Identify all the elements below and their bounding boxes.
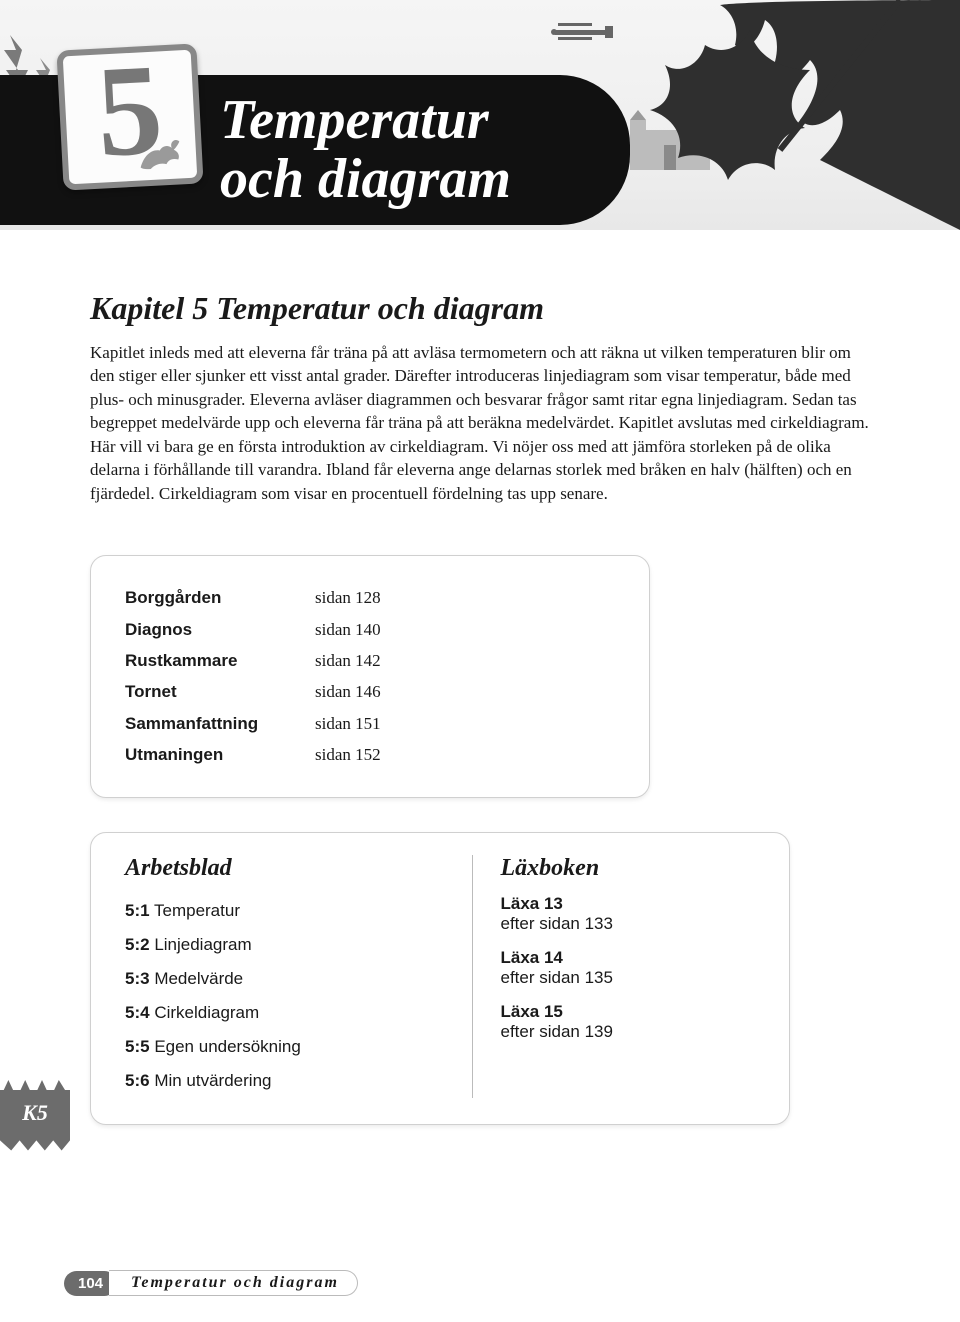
worksheet-item: 5:1 Temperatur — [125, 894, 452, 928]
worksheet-num: 5:2 — [125, 935, 150, 954]
page-references-card: Borggården sidan 128 Diagnos sidan 140 R… — [90, 555, 650, 798]
page-footer: 104 Temperatur och diagram — [64, 1270, 358, 1296]
worksheet-num: 5:1 — [125, 901, 150, 920]
laxbok-heading: Läxboken — [501, 855, 756, 882]
ref-row: Borggården sidan 128 — [125, 582, 615, 613]
ref-row: Utmaningen sidan 152 — [125, 739, 615, 770]
laxa-item: Läxa 15 efter sidan 139 — [501, 1002, 756, 1042]
ref-page: sidan 128 — [315, 582, 381, 613]
worksheet-item: 5:6 Min utvärdering — [125, 1064, 452, 1098]
ref-label: Tornet — [125, 676, 315, 707]
laxbok-right: Läxboken Läxa 13 efter sidan 133 Läxa 14… — [472, 855, 756, 1098]
ref-row: Sammanfattning sidan 151 — [125, 708, 615, 739]
worksheets-left: Arbetsblad 5:1 Temperatur 5:2 Linjediagr… — [125, 855, 472, 1098]
ref-label: Borggården — [125, 582, 315, 613]
dragon-icon — [137, 135, 184, 172]
worksheets-heading: Arbetsblad — [125, 855, 452, 882]
worksheet-num: 5:6 — [125, 1071, 150, 1090]
intro-paragraph: Kapitlet inleds med att eleverna får trä… — [90, 341, 870, 505]
worksheet-title: Cirkeldiagram — [154, 1003, 259, 1022]
chapter-side-tab: K5 — [0, 1090, 70, 1174]
worksheet-item: 5:2 Linjediagram — [125, 928, 452, 962]
laxa-title: Läxa 14 — [501, 948, 756, 968]
worksheet-title: Egen undersökning — [154, 1037, 301, 1056]
chapter-number-tile: 5 — [56, 43, 203, 190]
worksheet-title: Linjediagram — [154, 935, 251, 954]
worksheet-item: 5:5 Egen undersökning — [125, 1030, 452, 1064]
ref-row: Rustkammare sidan 142 — [125, 645, 615, 676]
ref-row: Tornet sidan 146 — [125, 676, 615, 707]
page-header: 5 Temperatur och diagram — [0, 0, 960, 230]
laxa-after: efter sidan 133 — [501, 914, 756, 934]
laxa-item: Läxa 14 efter sidan 135 — [501, 948, 756, 988]
worksheets-card: Arbetsblad 5:1 Temperatur 5:2 Linjediagr… — [90, 832, 790, 1125]
chapter-title-line-2: och diagram — [220, 150, 511, 209]
ref-page: sidan 142 — [315, 645, 381, 676]
worksheet-title: Temperatur — [154, 901, 240, 920]
laxa-after: efter sidan 135 — [501, 968, 756, 988]
side-tab-label: K5 — [0, 1100, 70, 1126]
worksheet-num: 5:3 — [125, 969, 150, 988]
ref-label: Rustkammare — [125, 645, 315, 676]
worksheet-num: 5:4 — [125, 1003, 150, 1022]
laxa-after: efter sidan 139 — [501, 1022, 756, 1042]
ref-page: sidan 146 — [315, 676, 381, 707]
ref-label: Utmaningen — [125, 739, 315, 770]
ref-page: sidan 151 — [315, 708, 381, 739]
worksheet-item: 5:4 Cirkeldiagram — [125, 996, 452, 1030]
worksheet-title: Min utvärdering — [154, 1071, 271, 1090]
page-content: Kapitel 5 Temperatur och diagram Kapitle… — [0, 230, 960, 1125]
title-bar: 5 Temperatur och diagram — [0, 75, 630, 225]
ref-page: sidan 152 — [315, 739, 381, 770]
worksheet-num: 5:5 — [125, 1037, 150, 1056]
laxa-title: Läxa 13 — [501, 894, 756, 914]
chapter-title-line-1: Temperatur — [220, 91, 511, 150]
worksheet-title: Medelvärde — [154, 969, 243, 988]
laxa-item: Läxa 13 efter sidan 133 — [501, 894, 756, 934]
worksheet-item: 5:3 Medelvärde — [125, 962, 452, 996]
ref-label: Sammanfattning — [125, 708, 315, 739]
section-heading: Kapitel 5 Temperatur och diagram — [90, 290, 870, 327]
ref-row: Diagnos sidan 140 — [125, 614, 615, 645]
maple-leaves-icon — [600, 0, 960, 230]
running-title: Temperatur och diagram — [109, 1270, 358, 1296]
chapter-title: Temperatur och diagram — [220, 91, 511, 209]
ref-label: Diagnos — [125, 614, 315, 645]
laxa-title: Läxa 15 — [501, 1002, 756, 1022]
ref-page: sidan 140 — [315, 614, 381, 645]
